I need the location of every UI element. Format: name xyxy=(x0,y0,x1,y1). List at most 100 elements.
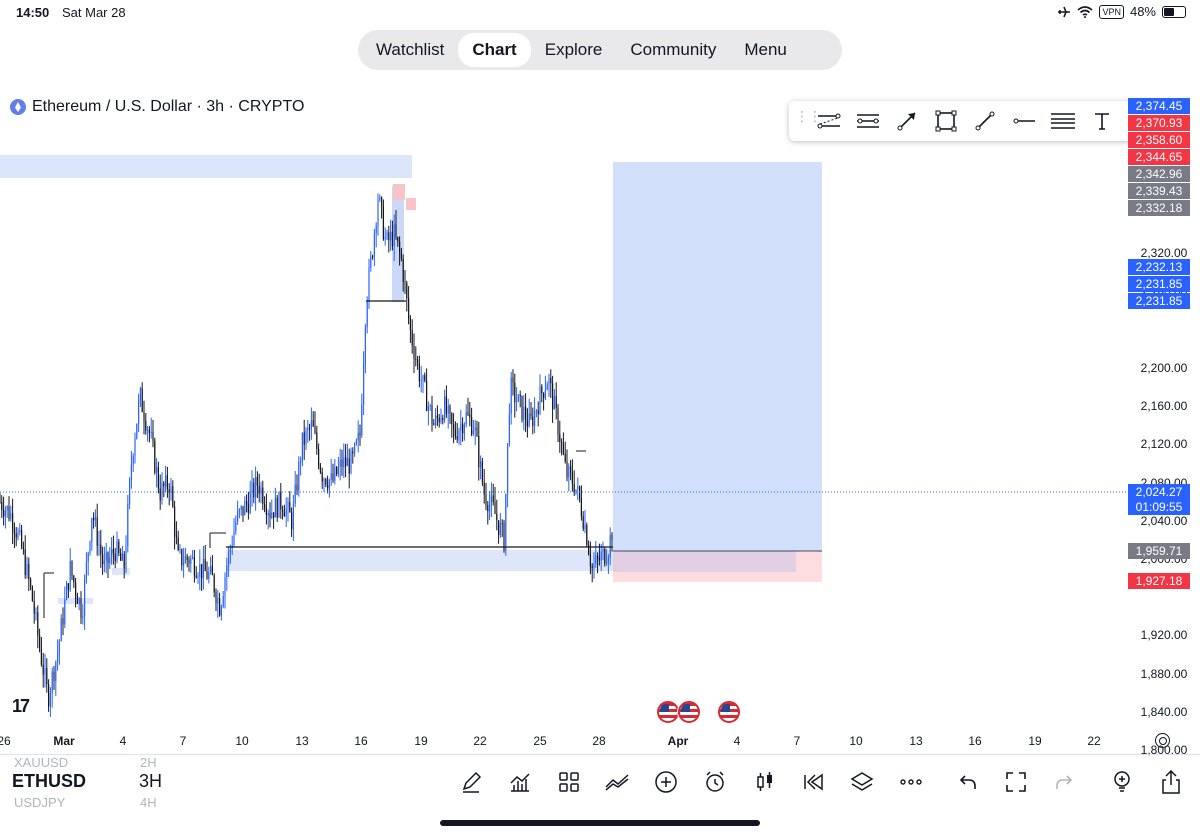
candle-body xyxy=(458,430,460,440)
us-flag-event-icon[interactable] xyxy=(657,701,679,723)
current-symbol[interactable]: ETHUSD xyxy=(12,771,87,791)
tab-menu[interactable]: Menu xyxy=(744,40,787,59)
supply-zone[interactable] xyxy=(0,155,412,178)
candle-body xyxy=(402,259,404,282)
candle-body xyxy=(415,358,417,360)
candle-body xyxy=(535,410,537,412)
candle-body xyxy=(451,413,453,425)
candle-body xyxy=(328,479,330,489)
long-position-target-zone[interactable] xyxy=(613,162,822,551)
candle-body xyxy=(363,363,365,405)
compare-icon[interactable] xyxy=(602,767,632,797)
drag-handle-icon[interactable]: ⋮⋮ xyxy=(795,108,822,124)
parallel-channel-icon[interactable] xyxy=(809,101,848,141)
candle-body xyxy=(165,475,167,487)
candle-body xyxy=(602,548,604,553)
us-flag-event-icon[interactable] xyxy=(718,701,740,723)
tab-explore[interactable]: Explore xyxy=(544,40,603,59)
long-position-overlap-zone[interactable] xyxy=(613,551,796,572)
arrow-line-icon[interactable] xyxy=(887,101,926,141)
candle-body xyxy=(584,525,586,529)
candle-body xyxy=(168,489,170,493)
next-interval[interactable]: 4H xyxy=(140,795,157,810)
layers-icon[interactable] xyxy=(847,767,877,797)
candle-body xyxy=(375,225,377,234)
candle-body xyxy=(370,256,372,268)
candle-body xyxy=(339,459,341,467)
candle-body xyxy=(197,576,199,578)
candle-body xyxy=(404,281,406,283)
price-chart[interactable] xyxy=(0,140,1200,730)
candle-body xyxy=(166,475,168,490)
tab-community[interactable]: Community xyxy=(630,40,717,59)
candle-body xyxy=(517,394,519,402)
candle-body xyxy=(57,652,59,662)
symbol-title[interactable]: Ethereum / U.S. Dollar · 3h · CRYPTO xyxy=(10,98,304,116)
status-time: 14:50 xyxy=(16,5,50,20)
order-block-top-zone[interactable] xyxy=(406,198,416,210)
trend-line-icon[interactable] xyxy=(965,101,1004,141)
candle-body xyxy=(1,501,3,511)
prev-interval[interactable]: 2H xyxy=(140,755,157,770)
horizontal-ray-icon[interactable] xyxy=(1004,101,1043,141)
candle-body xyxy=(24,549,26,576)
chart-settings-icon[interactable] xyxy=(1155,733,1170,748)
candle-body xyxy=(550,377,552,384)
candle-body xyxy=(107,552,109,564)
candle-body xyxy=(499,522,501,535)
prev-symbol[interactable]: XAUUSD xyxy=(14,755,69,770)
candle-body xyxy=(454,429,456,437)
candle-body xyxy=(139,388,141,401)
wifi-icon xyxy=(1077,5,1093,18)
undo-icon[interactable] xyxy=(952,767,982,797)
candle-body xyxy=(89,541,91,553)
candle-body xyxy=(496,513,498,521)
candle-body xyxy=(271,512,273,518)
candle-body xyxy=(285,508,287,517)
fullscreen-icon[interactable] xyxy=(1001,767,1031,797)
top-nav: Watchlist Chart Explore Community Menu xyxy=(358,30,842,70)
home-indicator[interactable] xyxy=(440,820,760,826)
candle-body xyxy=(260,487,262,494)
candle-body xyxy=(478,435,480,468)
replay-icon[interactable] xyxy=(798,767,828,797)
horizontal-lines-icon[interactable] xyxy=(1043,101,1082,141)
candle-body xyxy=(147,429,149,431)
small-zone[interactable] xyxy=(112,568,130,575)
layouts-icon[interactable] xyxy=(554,767,584,797)
rectangle-icon[interactable] xyxy=(926,101,965,141)
order-block-top-zone[interactable] xyxy=(393,184,405,200)
tab-chart[interactable]: Chart xyxy=(458,33,531,67)
candle-body xyxy=(546,384,548,391)
more-icon[interactable] xyxy=(896,767,926,797)
candle-body xyxy=(19,530,21,532)
candle-body xyxy=(296,484,298,491)
add-icon[interactable] xyxy=(651,767,681,797)
tab-watchlist[interactable]: Watchlist xyxy=(376,40,445,59)
pen-icon[interactable] xyxy=(456,767,486,797)
candle-body xyxy=(228,551,230,566)
candle-body xyxy=(267,513,269,515)
regression-channel-icon[interactable] xyxy=(848,101,887,141)
candle-body xyxy=(177,537,179,550)
candle-body xyxy=(87,552,89,563)
candle-body xyxy=(534,410,536,427)
candle-body xyxy=(580,498,582,517)
chart-canvas[interactable] xyxy=(0,140,1200,730)
indicators-icon[interactable] xyxy=(505,767,535,797)
demand-zone[interactable] xyxy=(226,550,613,571)
idea-icon[interactable] xyxy=(1107,767,1137,797)
alert-icon[interactable] xyxy=(700,767,730,797)
price-badge: 2,370.93 xyxy=(1128,115,1190,131)
candle-body xyxy=(82,615,84,618)
text-tool-icon[interactable] xyxy=(1082,101,1121,141)
redo-icon[interactable] xyxy=(1050,767,1080,797)
share-icon[interactable] xyxy=(1156,767,1186,797)
candle-body xyxy=(316,432,318,449)
current-interval[interactable]: 3H xyxy=(139,771,163,791)
next-symbol[interactable]: USDJPY xyxy=(14,795,66,810)
candle-body xyxy=(186,556,188,560)
price-badge: 2,024.27 xyxy=(1128,484,1190,500)
us-flag-event-icon[interactable] xyxy=(678,701,700,723)
candles-icon[interactable] xyxy=(750,767,780,797)
